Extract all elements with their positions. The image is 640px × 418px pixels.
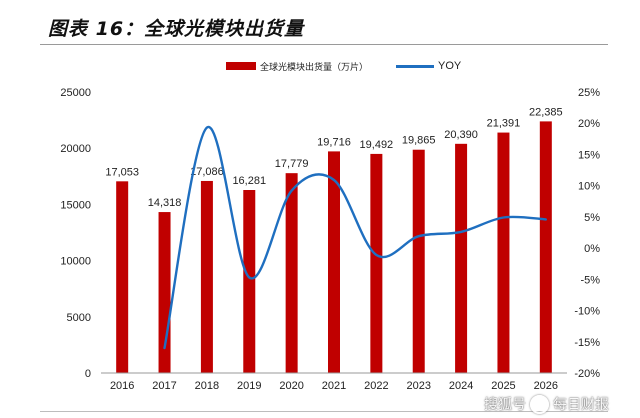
- legend-bar-swatch: [226, 62, 256, 70]
- legend-item-shipments: 全球光模块出货量（万片）: [226, 58, 368, 74]
- bottom-rule: [40, 411, 608, 412]
- y-right-tick-label: -10%: [574, 306, 600, 318]
- y-left-tick-label: 10000: [60, 256, 91, 268]
- bar: [243, 190, 256, 373]
- y-left-tick-label: 0: [85, 368, 91, 380]
- bar: [497, 132, 510, 373]
- watermark-logo-icon: [530, 394, 549, 414]
- bar-data-label: 17,779: [275, 158, 309, 170]
- legend-line-swatch: [396, 64, 434, 68]
- x-tick-label: 2024: [449, 380, 473, 392]
- bar: [412, 149, 425, 373]
- y-right-tick-label: 0%: [584, 243, 600, 255]
- y-left-tick-label: 15000: [60, 199, 91, 211]
- bar: [539, 121, 552, 373]
- title-divider: [40, 44, 608, 45]
- x-tick-label: 2022: [364, 380, 388, 392]
- y-right-tick-label: 25%: [578, 87, 600, 99]
- legend-label-shipments: 全球光模块出货量（万片）: [260, 62, 369, 73]
- figure-title: 图表 16：全球光模块出货量: [48, 18, 305, 40]
- watermark-left-text: 搜狐号: [484, 397, 526, 413]
- bar-data-label: 17,053: [105, 166, 139, 178]
- legend-label-yoy: YOY: [438, 60, 462, 72]
- y-right-tick-label: -5%: [580, 274, 600, 286]
- watermark: 搜狐号 每日财报: [484, 393, 609, 415]
- bar: [200, 180, 213, 373]
- x-tick-label: 2026: [534, 380, 558, 392]
- x-tick-label: 2017: [152, 380, 176, 392]
- x-tick-label: 2020: [279, 380, 303, 392]
- x-tick-label: 2023: [406, 380, 430, 392]
- bar-data-label: 16,281: [232, 175, 266, 187]
- bar: [370, 153, 383, 373]
- y-right-tick-label: 20%: [578, 118, 600, 130]
- bar-data-label: 19,716: [317, 136, 351, 148]
- bar: [116, 181, 129, 373]
- bar-data-label: 14,318: [148, 197, 182, 209]
- y-left-tick-label: 25000: [60, 87, 91, 99]
- bar-data-label: 17,086: [190, 166, 224, 178]
- y-left-tick-label: 20000: [60, 143, 91, 155]
- y-right-tick-label: 10%: [578, 181, 600, 193]
- y-right-tick-label: -20%: [574, 368, 600, 380]
- x-tick-label: 2019: [237, 380, 261, 392]
- bar-data-label: 19,492: [360, 139, 394, 151]
- chart-legend: 全球光模块出货量（万片） YOY: [0, 58, 640, 74]
- x-tick-label: 2021: [322, 380, 346, 392]
- x-tick-label: 2025: [491, 380, 515, 392]
- watermark-right-text: 每日财报: [553, 397, 609, 413]
- y-left-tick-label: 5000: [67, 312, 91, 324]
- y-right-tick-label: -15%: [574, 337, 600, 349]
- y-right-tick-label: 5%: [584, 212, 600, 224]
- x-tick-label: 2018: [195, 380, 219, 392]
- yoy-series-line: [163, 126, 547, 350]
- bar: [455, 143, 468, 373]
- y-right-tick-label: 15%: [578, 149, 600, 161]
- bar: [285, 173, 298, 373]
- x-tick-label: 2016: [110, 380, 134, 392]
- bar-data-label: 19,865: [402, 135, 436, 147]
- legend-item-yoy: YOY: [396, 58, 461, 74]
- bar-data-label: 22,385: [529, 106, 563, 118]
- bar-data-label: 21,391: [487, 118, 521, 130]
- bar: [328, 151, 340, 373]
- bar-data-label: 20,390: [444, 129, 478, 141]
